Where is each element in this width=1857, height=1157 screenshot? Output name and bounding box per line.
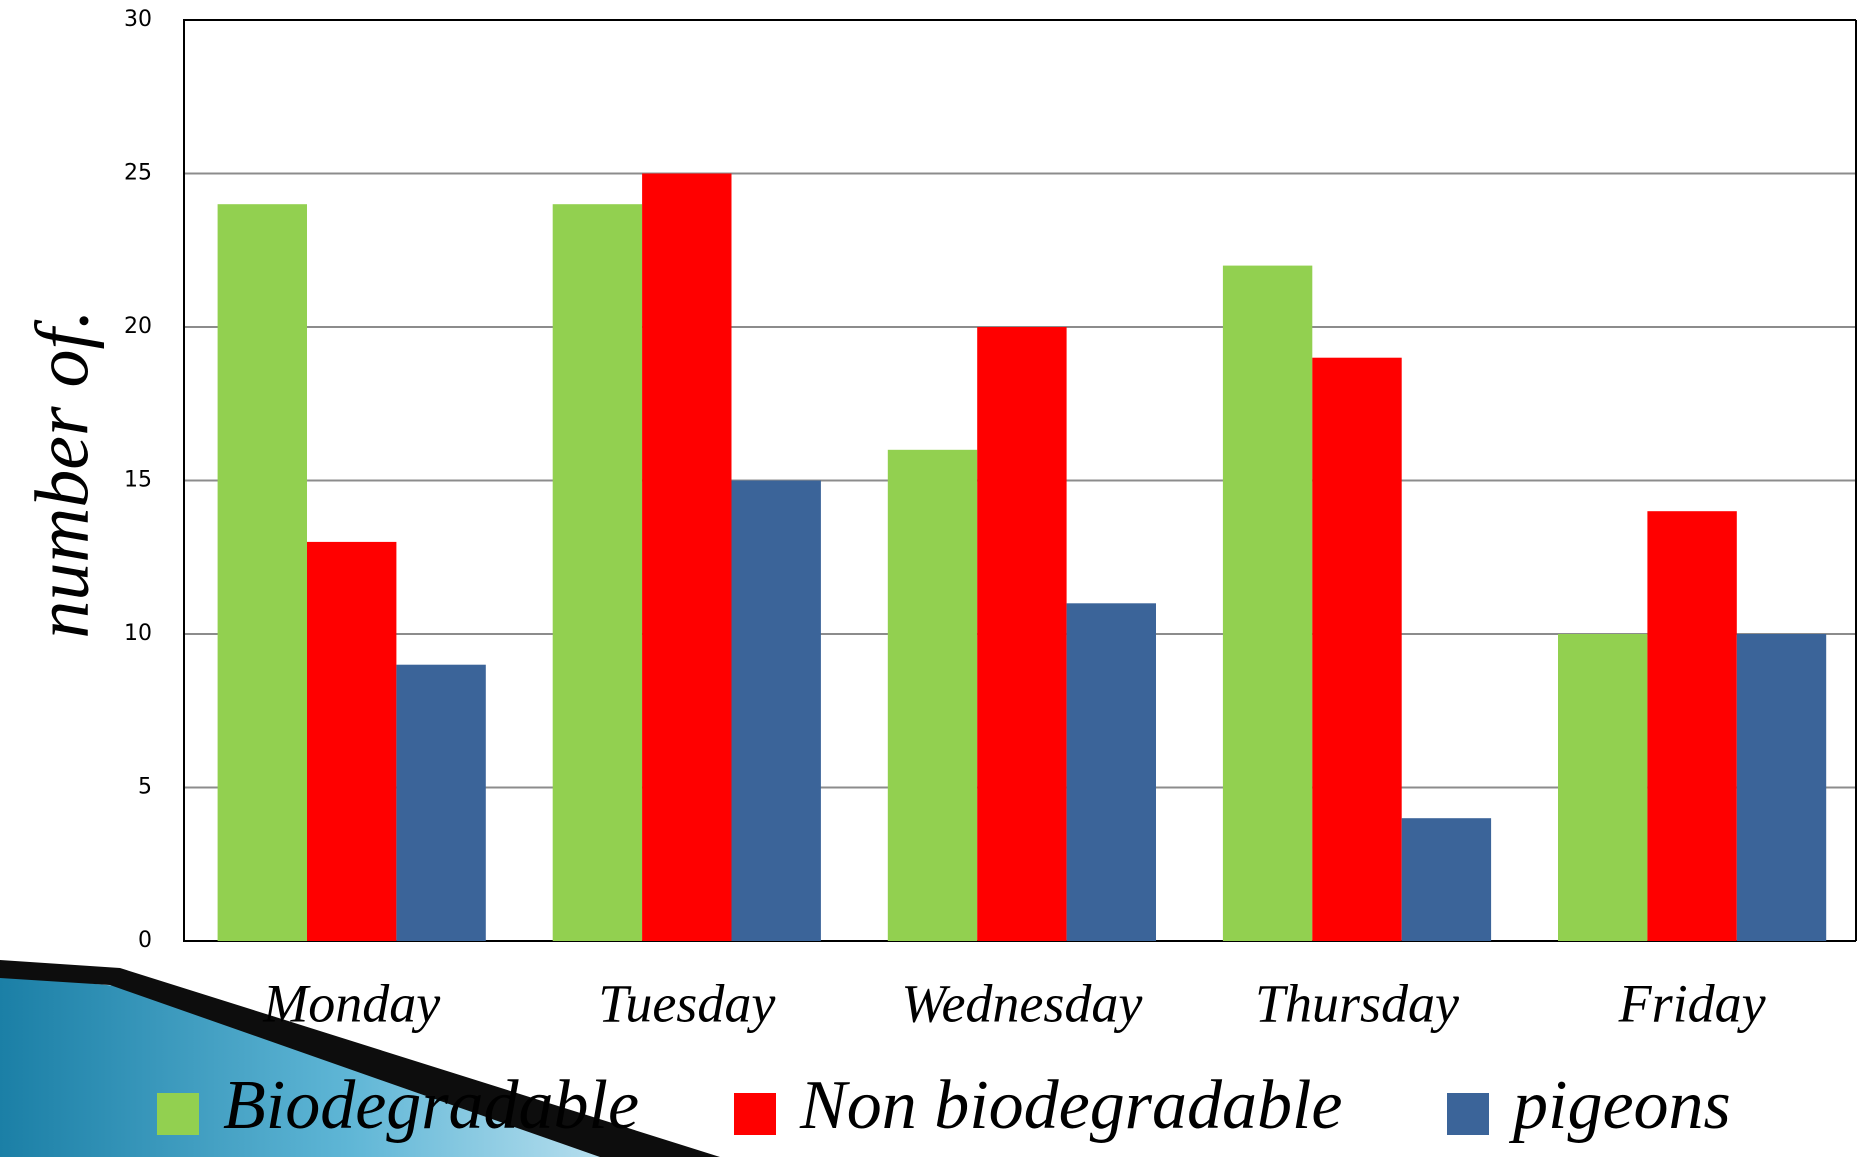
legend-label: pigeons	[1508, 1067, 1731, 1144]
bar	[307, 541, 397, 941]
legend-label: Non biodegradable	[799, 1067, 1342, 1144]
bar	[217, 204, 307, 941]
y-tick-label: 10	[124, 621, 152, 646]
bar	[642, 173, 732, 941]
bar	[1558, 634, 1648, 941]
decor-swoosh-edge	[0, 960, 720, 1157]
y-tick-label: 25	[124, 161, 152, 186]
bar	[1066, 603, 1156, 941]
y-tick-label: 20	[124, 314, 152, 339]
y-tick-label: 5	[138, 775, 152, 800]
bar	[1401, 818, 1492, 941]
x-tick-label: Wednesday	[901, 973, 1142, 1033]
x-tick-label: Thursday	[1255, 973, 1459, 1033]
bar	[1647, 511, 1737, 941]
bar	[731, 480, 821, 941]
y-tick-label: 30	[124, 7, 152, 32]
bar	[396, 664, 486, 941]
bar	[1222, 265, 1313, 942]
legend-swatch	[734, 1093, 776, 1135]
bar	[887, 449, 978, 941]
y-tick-label: 15	[124, 468, 152, 493]
x-tick-label: Tuesday	[598, 973, 775, 1033]
x-tick-label: Friday	[1618, 973, 1766, 1033]
y-tick-label: 0	[138, 928, 152, 953]
legend-label: Biodegradable	[223, 1067, 639, 1144]
bar	[552, 204, 643, 941]
y-axis-title: number of.	[20, 309, 104, 638]
bar	[1736, 634, 1827, 941]
bar	[1312, 357, 1402, 941]
x-tick-label: Monday	[262, 973, 440, 1033]
legend-swatch	[1447, 1093, 1489, 1135]
legend-swatch	[157, 1093, 199, 1135]
bar	[977, 327, 1067, 941]
